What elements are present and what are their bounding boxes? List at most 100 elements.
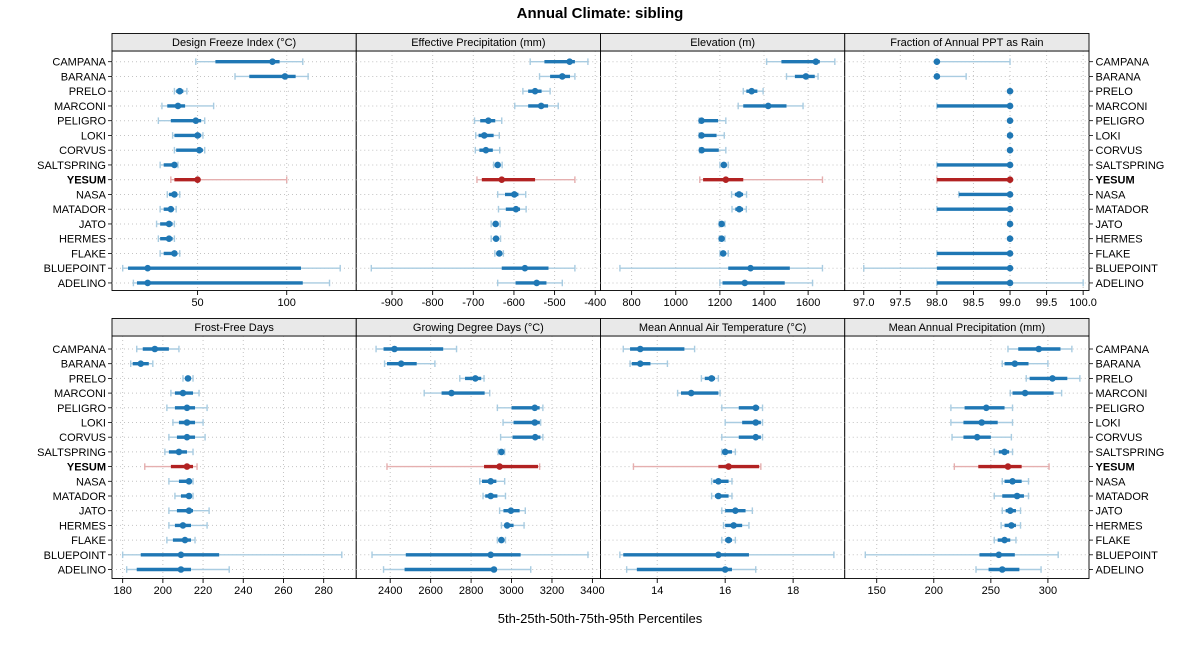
percentile-glyph-yesum — [953, 463, 1050, 470]
median-dot — [973, 433, 981, 441]
site-label-matador: MATADOR — [1096, 491, 1149, 503]
median-dot — [1006, 191, 1014, 198]
percentile-glyph-hermes — [1006, 235, 1014, 242]
x-tick-label: 98.0 — [926, 297, 947, 309]
percentile-glyph-peligro — [496, 404, 544, 412]
percentile-glyph-yesum — [476, 176, 576, 183]
median-dot — [1001, 536, 1008, 544]
median-dot — [177, 566, 185, 573]
median-dot — [752, 433, 760, 441]
site-label-saltspring: SALTSPRING — [1096, 160, 1165, 172]
site-label-jato: JATO — [79, 219, 107, 231]
panel-design-freeze-index-c: 50 100 Design Freeze Index (°C) — [108, 33, 357, 309]
site-label-marconi: MARCONI — [1096, 388, 1148, 400]
median-dot — [1008, 522, 1015, 529]
percentile-glyph-saltspring — [492, 161, 503, 169]
percentile-glyph-saltspring — [721, 448, 737, 456]
median-dot — [179, 522, 187, 529]
percentile-glyph-adelino — [625, 566, 757, 573]
median-dot — [1006, 146, 1014, 154]
x-tick-label: 180 — [113, 585, 131, 597]
panel-elevation-m: 800 1000 1200 1400 1600 Elevation (m) — [600, 33, 846, 309]
median-dot — [721, 448, 729, 456]
percentile-glyph-jato — [1001, 507, 1022, 514]
percentile-glyph-barana — [538, 73, 576, 80]
median-dot — [1006, 87, 1014, 95]
median-dot — [492, 235, 500, 242]
percentile-glyph-jato — [1006, 220, 1014, 228]
panel-title: Mean Annual Precipitation (mm) — [889, 322, 1046, 334]
median-dot — [531, 87, 539, 95]
median-dot — [485, 117, 492, 124]
site-label-corvus: CORVUS — [1096, 432, 1143, 444]
site-label-adelino: ADELINO — [1096, 565, 1145, 577]
percentile-glyph-prelo — [173, 87, 188, 95]
percentile-glyph-jato — [718, 220, 726, 228]
site-labels-right-row2: CAMPANA BARANA PRELO MARCONI PELIGRO LOKI CORV… — [1096, 344, 1165, 577]
site-labels-left-row1: CAMPANA BARANA PRELO MARCONI PELIGRO LOKI CORV… — [37, 57, 107, 290]
percentile-glyph-peligro — [166, 404, 208, 412]
median-dot — [1006, 161, 1014, 169]
percentile-glyph-jato — [168, 507, 210, 514]
percentile-glyph-matador — [482, 492, 507, 500]
x-tick-label: 800 — [622, 297, 640, 309]
x-tick-label: 150 — [868, 585, 886, 597]
percentile-glyph-barana — [1001, 360, 1049, 368]
percentile-glyph-corvus — [499, 433, 544, 441]
site-label-corvus: CORVUS — [59, 145, 106, 157]
site-label-prelo: PRELO — [69, 86, 107, 98]
median-dot — [537, 102, 545, 110]
percentile-glyph-corvus — [1006, 146, 1014, 154]
percentile-glyph-hermes — [168, 522, 208, 529]
site-label-loki: LOKI — [81, 418, 106, 430]
percentile-glyph-bluepoint — [863, 264, 1014, 272]
median-dot — [747, 264, 754, 272]
percentile-glyph-flake — [993, 536, 1017, 544]
median-dot — [183, 419, 191, 426]
median-dot — [715, 492, 722, 500]
median-dot — [472, 375, 479, 382]
median-dot — [1001, 448, 1008, 456]
percentile-glyph-loki — [724, 419, 764, 426]
median-dot — [802, 73, 810, 80]
percentile-glyph-campana — [529, 58, 589, 65]
median-dot — [269, 58, 276, 65]
percentile-glyph-nasa — [479, 478, 506, 485]
median-dot — [492, 220, 499, 228]
site-label-bluepoint: BLUEPOINT — [44, 263, 107, 275]
percentile-glyph-loki — [171, 132, 204, 139]
median-dot — [137, 360, 145, 368]
site-label-peligro: PELIGRO — [57, 116, 106, 128]
site-label-prelo: PRELO — [1096, 86, 1134, 98]
panel-fraction-of-annual-ppt-as-rain: 97.0 97.5 98.0 98.5 99.0 99.5 100.0 Fraction of… — [844, 33, 1097, 309]
median-dot — [521, 264, 529, 272]
site-label-flake: FLAKE — [1096, 248, 1131, 260]
median-dot — [1006, 279, 1014, 287]
median-dot — [507, 507, 515, 514]
x-tick-label: 1400 — [752, 297, 776, 309]
percentile-glyph-matador — [936, 205, 1014, 213]
median-dot — [715, 551, 722, 559]
x-tick-label: 260 — [274, 585, 292, 597]
x-tick-label: -900 — [381, 297, 403, 309]
percentile-glyph-bluepoint — [864, 551, 1059, 559]
median-dot — [511, 191, 518, 198]
panel-title: Frost-Free Days — [194, 322, 274, 334]
panel-mean-annual-precipitation-mm: 150 200 250 300 Mean Annual Precipitation (m… — [844, 318, 1093, 597]
percentile-glyph-bluepoint — [370, 264, 576, 272]
median-dot — [1006, 235, 1014, 242]
median-dot — [174, 102, 182, 110]
median-dot — [181, 536, 189, 544]
median-dot — [1049, 375, 1056, 382]
site-label-adelino: ADELINO — [58, 565, 107, 577]
x-tick-label: 2600 — [418, 585, 442, 597]
percentile-glyph-matador — [710, 492, 733, 500]
panel-header — [844, 33, 1090, 52]
median-dot — [1006, 176, 1014, 183]
percentile-glyph-campana — [375, 345, 458, 353]
median-dot — [720, 161, 728, 169]
percentile-glyph-corvus — [173, 146, 206, 154]
x-tick-label: 1000 — [663, 297, 687, 309]
x-tick-label: 240 — [234, 585, 252, 597]
x-tick-label: 97.0 — [853, 297, 874, 309]
